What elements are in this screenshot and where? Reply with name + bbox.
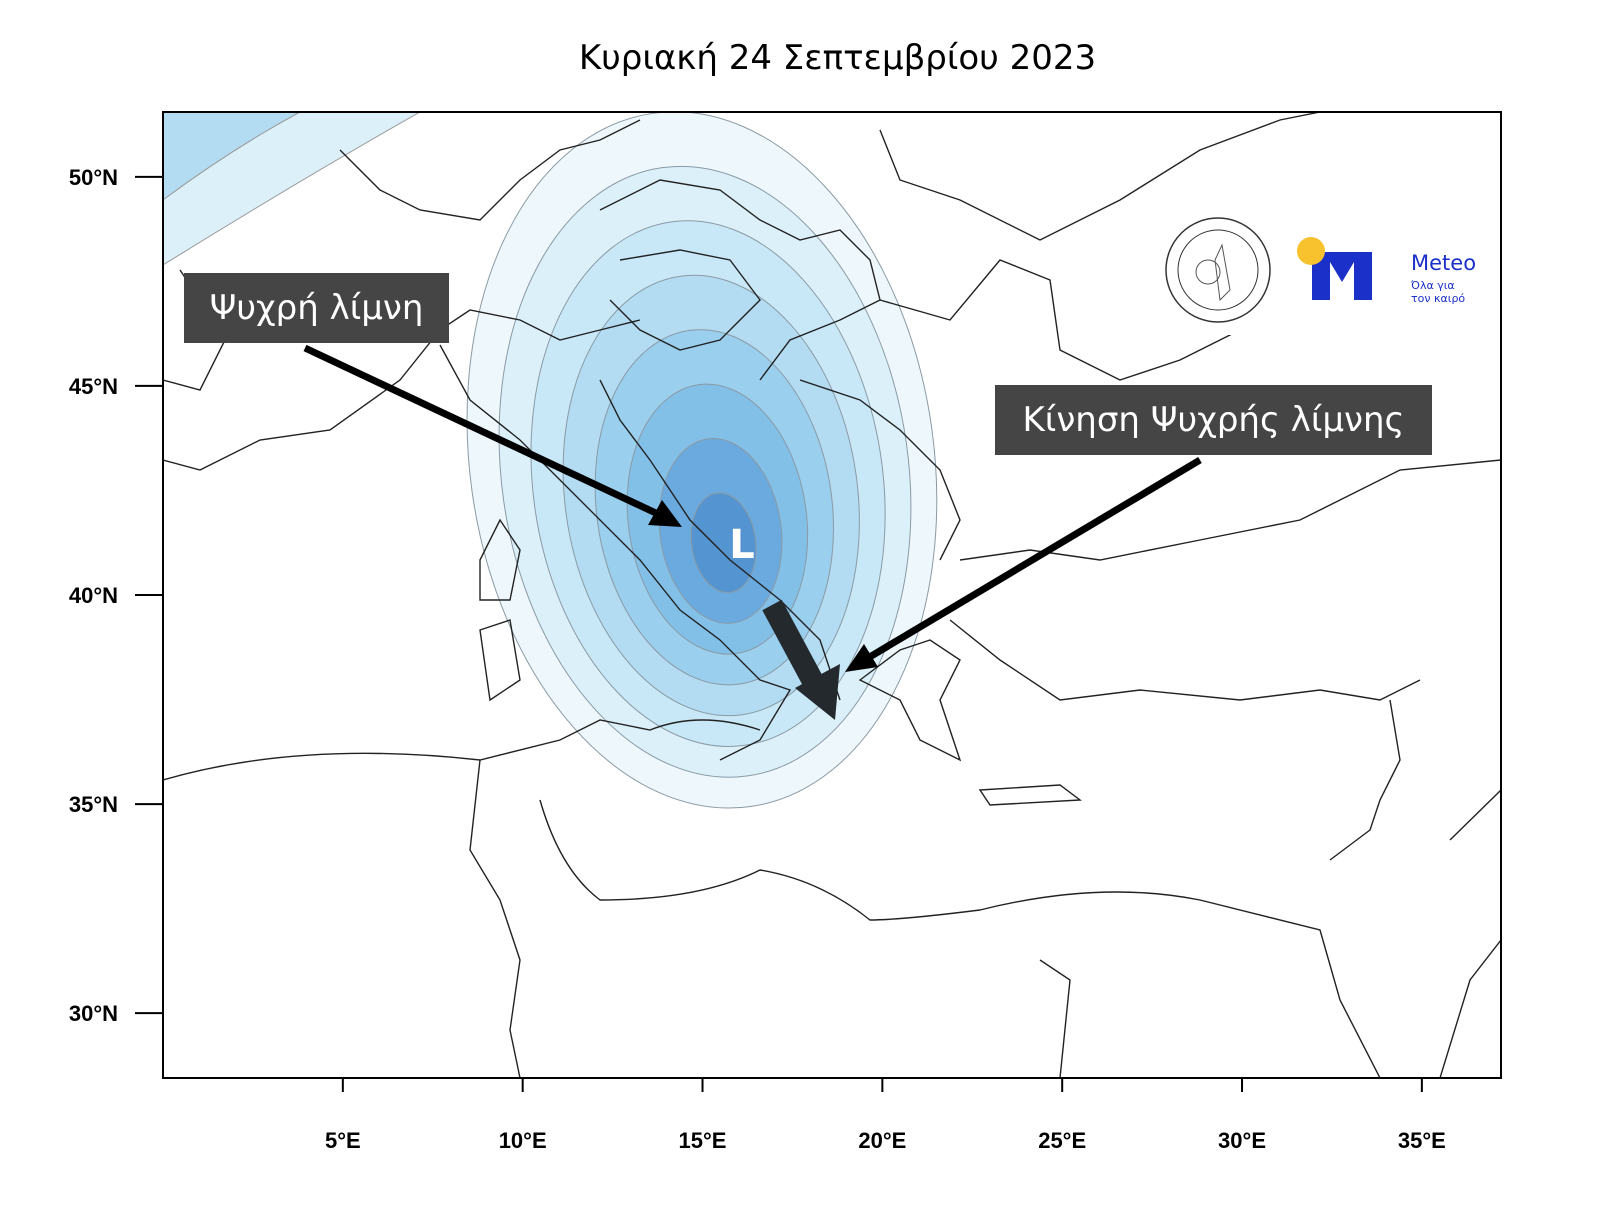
lat-tick-label: 40°N (69, 583, 118, 608)
motion-direction-arrow (762, 599, 825, 691)
low-pressure-symbol: L (729, 522, 755, 568)
lon-tick-label: 5°E (325, 1128, 361, 1153)
cold-pool-arrowhead (648, 500, 682, 527)
motion-label-arrow (866, 456, 1202, 662)
lat-tick-label: 30°N (69, 1001, 118, 1026)
cold-pool-motion-label: Κίνηση Ψυχρής λίμνης (995, 385, 1432, 455)
lat-tick-label: 50°N (69, 165, 118, 190)
lon-tick-label: 15°E (679, 1128, 727, 1153)
lon-tick-label: 20°E (858, 1128, 906, 1153)
meteo-logo: Meteo Όλα για τον καιρό (1297, 237, 1476, 305)
map-title: Κυριακή 24 Σεπτεμβρίου 2023 (578, 38, 1097, 78)
motion-direction-arrowhead (795, 664, 840, 720)
nw-shading-inner (163, 112, 301, 201)
meteo-name: Meteo (1411, 251, 1476, 275)
cold-pool-arrow (303, 344, 662, 519)
motion-label-arrowhead (845, 644, 878, 672)
cold-pool-label: Ψυχρή λίμνη (184, 273, 449, 343)
lon-tick-label: 30°E (1218, 1128, 1266, 1153)
sun-icon (1297, 237, 1325, 265)
lon-tick-label: 10°E (499, 1128, 547, 1153)
cold-pool-contours (466, 112, 938, 809)
lon-tick-label: 35°E (1398, 1128, 1446, 1153)
annotation-arrows (303, 344, 1202, 720)
map-area (163, 112, 1501, 1078)
meteo-slogan-2: τον καιρό (1411, 292, 1465, 305)
lat-tick-label: 35°N (69, 792, 118, 817)
lat-tick-label: 45°N (69, 374, 118, 399)
axis-ticks: 5°E 10°E 15°E 20°E 25°E 30°E 35°E 50°N 45°N 40°N 3… (69, 165, 1446, 1153)
lon-tick-label: 25°E (1038, 1128, 1086, 1153)
meteo-slogan-1: Όλα για (1410, 279, 1455, 292)
